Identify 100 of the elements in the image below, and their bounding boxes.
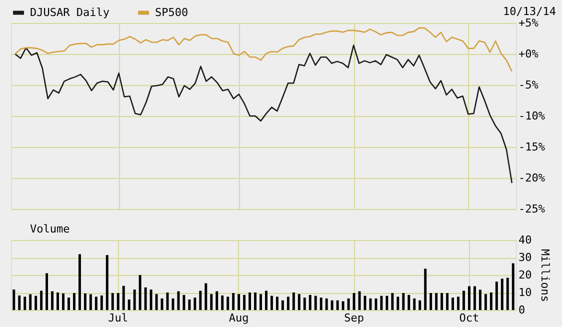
bar: [270, 296, 273, 310]
bar: [490, 292, 492, 310]
bar: [452, 298, 454, 310]
x-tick-label: Aug: [228, 312, 249, 324]
bar: [204, 283, 208, 310]
bar: [122, 286, 125, 310]
y-tick-label: 10: [518, 286, 532, 299]
bar: [155, 294, 158, 310]
bar: [188, 300, 191, 310]
y-axis-title: Millions: [538, 249, 552, 302]
legend-label: DJUSAR Daily: [30, 6, 110, 19]
bar: [78, 254, 81, 310]
bar: [56, 292, 60, 310]
bar: [396, 296, 400, 310]
bar: [325, 298, 328, 310]
bar: [468, 286, 470, 310]
bar: [457, 296, 460, 310]
y-tick-label: -20%: [518, 172, 546, 184]
y-tick-label: 20: [518, 268, 532, 282]
bar: [424, 268, 427, 310]
line-series: [14, 44, 513, 184]
bar: [298, 294, 300, 310]
bar: [133, 290, 136, 310]
bar: [89, 294, 92, 310]
bar: [374, 298, 378, 310]
bar: [352, 293, 356, 310]
y-tick-label: 30: [518, 251, 532, 264]
bar: [29, 294, 32, 310]
bar: [100, 295, 103, 310]
bar: [72, 293, 76, 310]
bar: [111, 293, 114, 310]
bar: [440, 293, 444, 310]
bar: [446, 293, 449, 310]
bar: [292, 292, 295, 310]
bar: [512, 263, 514, 310]
bar: [286, 296, 290, 310]
bar: [216, 291, 218, 310]
bar: [320, 298, 322, 310]
bar: [94, 296, 98, 310]
bar: [265, 290, 268, 310]
bar: [226, 296, 230, 310]
bar: [194, 298, 196, 310]
bar: [473, 286, 476, 310]
bar: [408, 294, 410, 310]
bar: [500, 278, 504, 310]
series-label: Volume: [30, 222, 70, 236]
bar: [281, 300, 284, 310]
bar: [308, 294, 312, 310]
y-tick-label: 40: [518, 234, 532, 246]
bar: [172, 298, 174, 310]
line-series: [14, 27, 513, 72]
bar: [478, 290, 482, 310]
y-tick-label: 0: [518, 304, 526, 316]
bar: [303, 298, 306, 310]
bar: [150, 290, 152, 310]
bar: [276, 296, 278, 310]
bar: [495, 282, 498, 310]
bar: [506, 278, 509, 310]
bar: [380, 296, 383, 310]
bar: [430, 293, 432, 310]
x-tick-label: Jul: [108, 312, 128, 324]
bar: [116, 293, 120, 310]
bar: [182, 294, 186, 310]
bar: [238, 294, 240, 310]
y-tick-label: +5%: [518, 16, 539, 30]
bar: [12, 290, 16, 310]
text: 10/13/14: [503, 5, 556, 18]
bar: [40, 290, 43, 310]
bar: [210, 294, 213, 310]
bar: [34, 296, 38, 310]
bar: [46, 273, 48, 310]
bar: [347, 298, 350, 310]
bar: [128, 300, 130, 310]
bar: [413, 298, 416, 310]
bar: [106, 255, 108, 310]
bar: [84, 293, 86, 310]
bar: [177, 291, 180, 310]
bar: [260, 294, 262, 310]
bar: [342, 301, 344, 310]
bar: [314, 296, 317, 310]
bar: [144, 287, 147, 310]
bar: [243, 294, 246, 310]
bar: [68, 298, 70, 310]
bar: [221, 295, 224, 310]
bar: [386, 296, 388, 310]
bar: [248, 292, 252, 310]
x-tick-label: Oct: [459, 312, 480, 324]
y-tick-label: -5%: [518, 78, 539, 92]
bar: [462, 290, 465, 310]
bar: [18, 295, 21, 310]
legend-label: SP500: [155, 6, 188, 19]
y-tick-label: -10%: [518, 110, 546, 122]
bar: [418, 300, 422, 310]
bar: [484, 294, 487, 310]
bar: [402, 293, 405, 310]
bar: [330, 300, 334, 310]
x-tick-label: Sep: [344, 312, 364, 324]
y-tick-label: +0%: [518, 48, 539, 60]
bar: [336, 300, 339, 310]
bar: [254, 292, 257, 310]
